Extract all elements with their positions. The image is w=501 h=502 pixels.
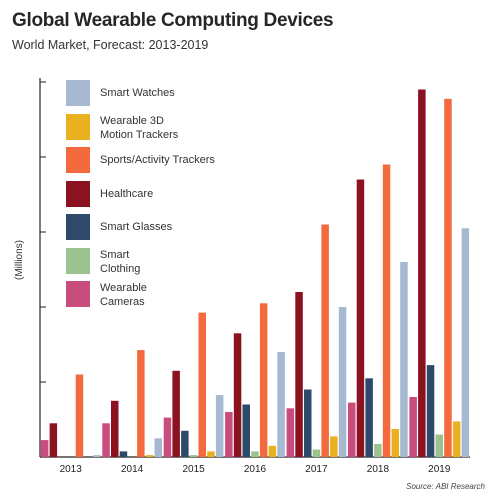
bar: [277, 352, 285, 457]
bar: [452, 421, 461, 457]
bar: [330, 436, 338, 457]
bar: [348, 402, 356, 457]
bar: [268, 445, 277, 458]
legend-swatch: [66, 147, 90, 173]
legend-label: Wearable 3D Motion Trackers: [100, 114, 179, 141]
bar: [356, 179, 365, 457]
bar: [154, 438, 162, 458]
x-tick-label: 2019: [428, 464, 451, 475]
legend-swatch: [66, 180, 90, 207]
bar: [225, 412, 233, 457]
legend-swatch: [66, 80, 90, 106]
bar: [444, 98, 452, 458]
legend-label: Smart Clothing: [100, 248, 141, 275]
legend-swatch: [66, 281, 90, 307]
bar: [198, 312, 206, 457]
bar: [137, 350, 145, 457]
bar: [215, 395, 224, 457]
bar: [49, 423, 58, 458]
bar: [189, 455, 198, 457]
x-tick-label: 2014: [121, 464, 144, 475]
bar: [321, 224, 329, 457]
x-tick-label: 2013: [60, 464, 83, 475]
bar: [426, 365, 435, 457]
bar: [391, 428, 399, 457]
x-tick-label: 2016: [244, 464, 267, 475]
legend-label: Healthcare: [100, 187, 154, 200]
bar: [409, 397, 417, 457]
chart-subtitle: World Market, Forecast: 2013-2019: [12, 38, 209, 52]
bar: [286, 408, 295, 458]
bar: [304, 389, 312, 457]
bar: [312, 449, 321, 457]
bar: [461, 228, 470, 458]
legend-swatch: [66, 214, 90, 240]
bar: [40, 440, 49, 457]
legend-label: Wearable Cameras: [100, 282, 147, 308]
bar: [93, 455, 101, 457]
bar: [102, 423, 110, 458]
bar: [400, 262, 408, 457]
chart-title: Global Wearable Computing Devices: [12, 10, 334, 31]
bar: [172, 370, 180, 458]
bar: [111, 400, 119, 458]
x-tick-label: 2015: [182, 464, 205, 475]
bar: [181, 430, 189, 458]
bar: [259, 303, 268, 458]
bar: [251, 451, 259, 457]
bar: [295, 292, 303, 457]
bar: [338, 307, 347, 457]
bar: [365, 378, 373, 458]
legend-label: Sports/Activity Trackers: [100, 154, 215, 166]
bar: [207, 451, 215, 457]
bar: [435, 434, 443, 457]
bar: [145, 455, 154, 457]
legend-swatch: [66, 247, 90, 274]
x-tick-label: 2018: [367, 464, 390, 475]
legend-swatch: [66, 113, 90, 140]
bar: [163, 417, 172, 457]
bar: [242, 404, 250, 457]
bar: [119, 451, 128, 457]
legend-label: Smart Glasses: [100, 221, 173, 233]
bar: [382, 164, 391, 457]
bar: [374, 443, 382, 457]
bar: [418, 89, 426, 457]
x-tick-label: 2017: [305, 464, 328, 475]
legend-label: Smart Watches: [100, 87, 175, 99]
source-note: Source: ABI Research: [406, 482, 485, 491]
bar: [233, 333, 242, 458]
bar: [75, 374, 84, 457]
